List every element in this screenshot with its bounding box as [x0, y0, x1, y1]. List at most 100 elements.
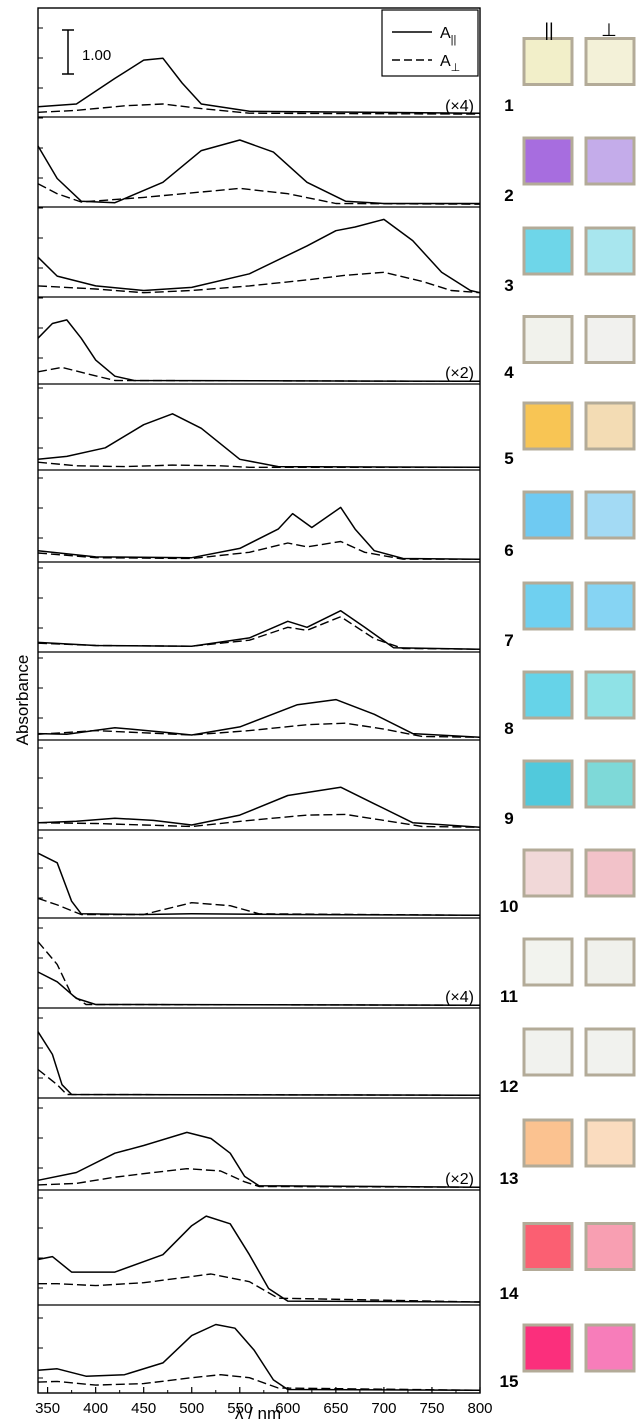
x-axis-ticks: 350 400 450 500 550 600 650 700 750 800 [35, 1387, 493, 1417]
x-tick-label: 750 [419, 1400, 444, 1417]
curve-parallel-4 [37, 319, 481, 383]
panel-dividers [38, 116, 480, 1306]
curve-perpendicular-6 [37, 540, 480, 560]
swatch-perpendicular-13 [584, 1118, 636, 1168]
panel-label-13: 13 [500, 1169, 519, 1188]
swatch-perpendicular-14 [584, 1222, 636, 1271]
swatch-perpendicular-8 [584, 670, 636, 720]
x-tick-label: 450 [131, 1400, 156, 1417]
swatch-parallel-1 [522, 37, 574, 86]
curve-perpendicular-8 [37, 722, 481, 738]
x-tick-label: 500 [179, 1400, 204, 1417]
swatch-parallel-10 [522, 848, 574, 898]
swatch-header-parallel: || [544, 20, 553, 40]
swatch-perpendicular-5 [584, 401, 636, 451]
swatch-parallel-3 [522, 226, 574, 276]
curve-perpendicular-12 [37, 1068, 481, 1096]
swatch-perpendicular-15 [584, 1323, 636, 1373]
curve-parallel-10 [37, 852, 481, 917]
y-axis-label: Absorbance [13, 655, 32, 746]
swatch-parallel-9 [522, 759, 574, 809]
curve-perpendicular-10 [37, 897, 481, 916]
x-tick-label: 700 [371, 1400, 396, 1417]
swatch-parallel-8 [522, 670, 574, 720]
swatch-parallel-2 [522, 136, 574, 186]
curve-perpendicular-1 [37, 103, 481, 115]
panel-label-11: 11 [500, 987, 518, 1006]
swatch-parallel-7 [522, 581, 574, 631]
legend-entry-perpendicular: A⊥ [440, 53, 460, 74]
panel-label-10: 10 [500, 897, 519, 916]
color-swatches [522, 37, 636, 1373]
swatch-perpendicular-4 [584, 315, 636, 364]
curve-parallel-15 [37, 1323, 481, 1392]
curve-perpendicular-13 [37, 1168, 481, 1188]
swatch-parallel-5 [522, 401, 574, 451]
legend: A|| A⊥ [381, 9, 479, 77]
curve-parallel-7 [37, 609, 481, 650]
panel-label-6: 6 [504, 541, 513, 560]
swatch-perpendicular-3 [584, 226, 636, 276]
swatch-perpendicular-12 [584, 1027, 636, 1077]
curve-perpendicular-3 [37, 271, 481, 294]
curve-parallel-2 [37, 139, 480, 205]
panel-label-14: 14 [500, 1284, 519, 1303]
panel-label-8: 8 [504, 719, 513, 738]
plot-border [37, 7, 481, 1394]
swatch-parallel-6 [522, 490, 574, 540]
curve-parallel-1 [37, 57, 481, 114]
curve-perpendicular-2 [37, 183, 481, 205]
curve-perpendicular-11 [37, 941, 481, 1006]
panel-label-2: 2 [504, 186, 513, 205]
swatch-parallel-12 [522, 1027, 574, 1077]
plot-frame [37, 7, 481, 1394]
multiplier-4: (×2) [445, 365, 474, 382]
curve-perpendicular-15 [37, 1374, 481, 1391]
swatch-perpendicular-2 [584, 136, 636, 186]
panel-label-12: 12 [500, 1077, 519, 1096]
curve-perpendicular-5 [37, 461, 480, 468]
panel-label-4: 4 [504, 363, 514, 382]
panel-label-5: 5 [504, 449, 513, 468]
panel-label-1: 1 [504, 96, 513, 115]
curve-parallel-5 [37, 413, 481, 469]
swatch-perpendicular-1 [584, 37, 636, 86]
swatch-parallel-14 [522, 1222, 574, 1271]
multiplier-11: (×4) [445, 989, 474, 1006]
x-axis-label: λ / nm [235, 1404, 281, 1423]
multiplier-1: (×4) [445, 98, 474, 115]
swatch-parallel-4 [522, 315, 574, 364]
panel-label-3: 3 [504, 276, 513, 295]
curve-perpendicular-9 [37, 813, 481, 828]
legend-entry-parallel: A|| [440, 25, 456, 46]
curve-parallel-8 [37, 698, 481, 739]
curve-parallel-12 [37, 1031, 481, 1096]
multiplier-labels: (×4) (×2) (×4) (×2) [445, 98, 474, 1188]
swatch-perpendicular-9 [584, 759, 636, 809]
swatch-perpendicular-10 [584, 848, 636, 898]
scale-bar: 1.00 [62, 29, 111, 75]
x-tick-label: 800 [467, 1400, 492, 1417]
swatch-perpendicular-7 [584, 581, 636, 631]
curve-parallel-3 [37, 218, 481, 294]
x-tick-label: 350 [35, 1400, 60, 1417]
curve-parallel-13 [37, 1131, 481, 1188]
x-tick-label: 400 [83, 1400, 108, 1417]
panel-label-15: 15 [500, 1372, 519, 1391]
x-tick-label: 650 [323, 1400, 348, 1417]
swatch-parallel-13 [522, 1118, 574, 1168]
curve-parallel-11 [37, 971, 481, 1006]
x-tick-label: 550 [227, 1400, 252, 1417]
panel-label-9: 9 [504, 809, 513, 828]
curve-parallel-14 [37, 1215, 481, 1303]
curve-perpendicular-4 [37, 366, 481, 382]
scale-bar-label: 1.00 [82, 47, 111, 64]
swatch-perpendicular-6 [584, 490, 636, 540]
multiplier-13: (×2) [445, 1171, 474, 1188]
curve-parallel-9 [37, 786, 481, 828]
y-axis-ticks [38, 27, 43, 1379]
swatch-perpendicular-11 [584, 937, 636, 987]
swatch-parallel-11 [522, 937, 574, 987]
